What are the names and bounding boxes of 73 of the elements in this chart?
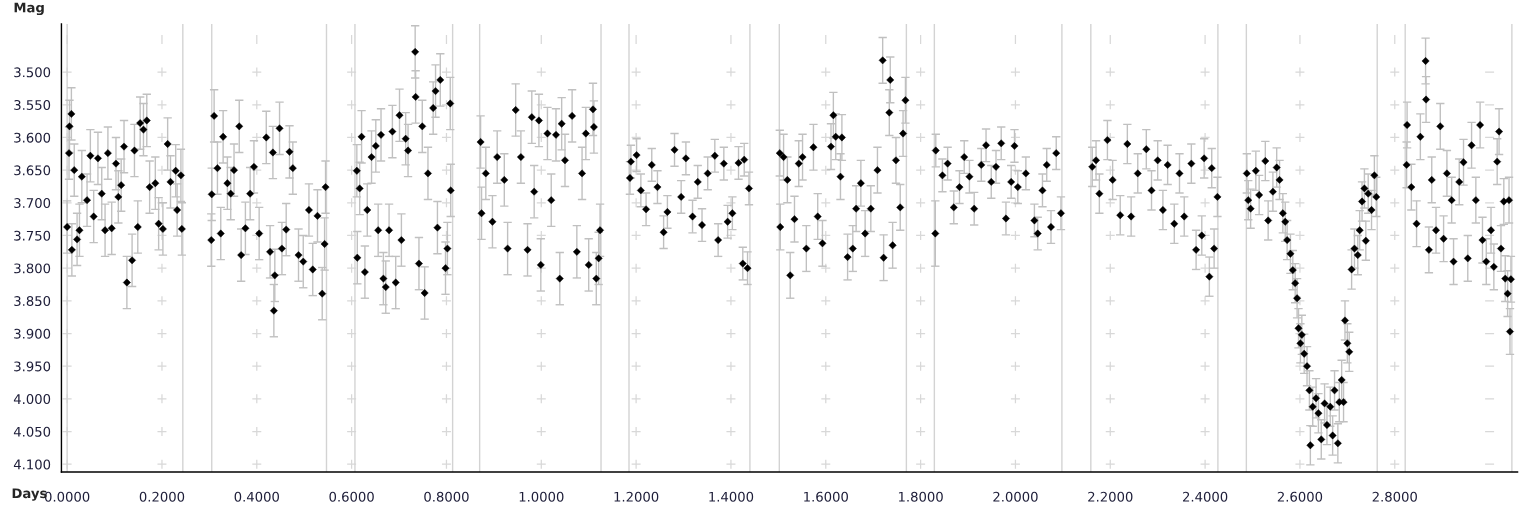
y-tick-label: 3.550 — [14, 100, 51, 110]
point — [320, 240, 329, 248]
point — [415, 259, 423, 268]
x-tick-label: 1.8000 — [898, 491, 943, 502]
x-tick-label: 2.6000 — [1277, 491, 1323, 502]
point — [1495, 127, 1503, 136]
point — [1506, 327, 1514, 336]
x-tick-label: 0.6000 — [329, 491, 374, 502]
x-tick-label: 1.2000 — [614, 491, 659, 502]
x-tick-label: 0.0000 — [44, 491, 90, 502]
point — [411, 93, 420, 101]
y-tick-label: 4.050 — [13, 426, 51, 437]
point — [838, 133, 846, 142]
point — [740, 155, 749, 164]
x-tick-label: 2.8000 — [1372, 491, 1417, 502]
point — [561, 156, 569, 165]
point — [1133, 169, 1142, 178]
x-tick-label: 0.8000 — [424, 491, 469, 502]
x-tick-label: 0.2000 — [139, 491, 185, 502]
point — [997, 139, 1006, 148]
y-tick-label: 3.850 — [14, 296, 51, 307]
point — [1123, 140, 1132, 148]
point — [269, 148, 277, 157]
x-tick-label: 2.2000 — [1088, 491, 1133, 502]
point — [120, 142, 128, 151]
point — [285, 147, 294, 156]
x-tick-label: 1.4000 — [709, 491, 754, 502]
point — [790, 215, 799, 224]
point — [581, 129, 590, 138]
y-tick-label: 3.750 — [14, 230, 51, 241]
y-tick-label: 4.000 — [13, 394, 51, 405]
point — [856, 179, 865, 188]
point — [73, 235, 81, 244]
point — [255, 229, 264, 238]
x-tick-label: 2.0000 — [993, 491, 1038, 502]
x-tick-label: 0.4000 — [234, 491, 279, 502]
y-tick-label: 3.950 — [14, 361, 51, 372]
point — [374, 226, 383, 235]
point — [1361, 236, 1370, 245]
point — [1497, 244, 1505, 253]
point — [1103, 136, 1112, 144]
point — [734, 159, 743, 167]
y-tick-label: 3.700 — [14, 198, 51, 209]
point — [779, 153, 788, 161]
y-tick-label: 4.100 — [13, 459, 51, 470]
point — [1261, 157, 1270, 165]
y-tick-label: 3.900 — [14, 328, 51, 339]
point — [1355, 226, 1364, 235]
point — [896, 203, 905, 212]
y-tick-label: 3.500 — [14, 67, 51, 78]
point — [424, 169, 432, 178]
x-tick-label: 1.6000 — [804, 491, 848, 502]
y-tick-label: 3.650 — [14, 165, 51, 176]
y-axis-title: Mag — [14, 2, 44, 16]
point — [861, 229, 870, 238]
point — [207, 190, 216, 199]
x-tick-label: 2.4000 — [1182, 491, 1228, 502]
x-tick-label: 1.0000 — [519, 491, 564, 502]
y-tick-label: 3.800 — [14, 263, 51, 274]
point — [1251, 166, 1260, 175]
point — [1482, 257, 1491, 266]
point — [476, 138, 485, 146]
point — [1207, 164, 1216, 173]
point — [970, 204, 979, 213]
y-tick-label: 3.600 — [14, 132, 51, 143]
x-axis-title: Days — [12, 488, 47, 501]
point — [878, 56, 887, 65]
point — [547, 196, 556, 205]
point — [166, 178, 175, 186]
point — [632, 151, 641, 159]
point — [1439, 234, 1448, 243]
point — [584, 261, 593, 269]
point — [321, 183, 330, 192]
